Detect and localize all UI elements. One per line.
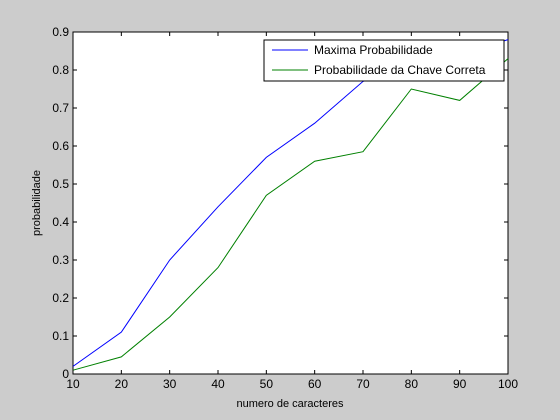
x-tick-label-70: 70 (356, 377, 370, 391)
series-line-probabilidade-chave-correta (72, 58, 509, 371)
y-tick-label-0-6: 0.6 (52, 139, 69, 153)
x-tick-label-30: 30 (163, 377, 177, 391)
y-tick-label-0-5: 0.5 (52, 177, 69, 191)
x-axis-label: numero de caracteres (237, 398, 344, 410)
plot-area (72, 31, 509, 375)
x-tick-label-90: 90 (453, 377, 467, 391)
x-tick-label-20: 20 (115, 377, 129, 391)
y-tick-label-0-1: 0.1 (52, 329, 69, 343)
legend-label-maxima-probabilidade: Maxima Probabilidade (314, 43, 433, 57)
y-tick-label-0-7: 0.7 (52, 101, 69, 115)
y-tick-label-0: 0 (62, 367, 69, 381)
y-tick-label-0-8: 0.8 (52, 63, 69, 77)
y-tick-label-0-3: 0.3 (52, 253, 69, 267)
x-tick-label-50: 50 (260, 377, 274, 391)
x-tick-label-40: 40 (211, 377, 225, 391)
y-tick-label-0-2: 0.2 (52, 291, 69, 305)
x-tick-label-100: 100 (498, 377, 518, 391)
legend: Maxima Probabilidade Probabilidade da Ch… (263, 39, 505, 82)
y-tick-label-0-4: 0.4 (52, 215, 69, 229)
legend-box (263, 39, 505, 82)
x-tick-label-10: 10 (66, 377, 80, 391)
x-tick-label-80: 80 (405, 377, 419, 391)
legend-label-probabilidade-chave-correta: Probabilidade da Chave Correta (314, 63, 486, 77)
y-tick-label-0-9: 0.9 (52, 25, 69, 39)
x-tick-label-60: 60 (308, 377, 322, 391)
axis-ticks: 10 20 30 40 50 60 70 80 90 100 0 0.1 0.2 0.3 0.4 0.5 0.6… (52, 25, 518, 391)
y-axis-label: probabilidade (31, 170, 43, 236)
